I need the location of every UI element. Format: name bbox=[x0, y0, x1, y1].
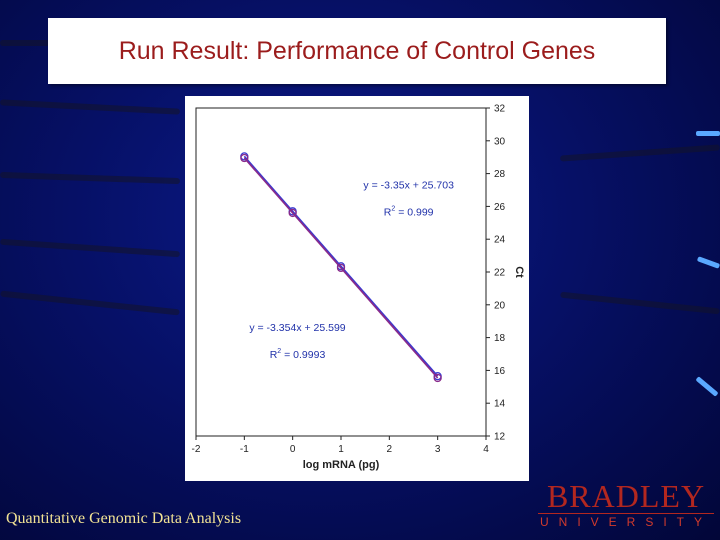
background-stripe bbox=[559, 144, 720, 162]
y-tick-label: 20 bbox=[494, 300, 506, 311]
data-point-2 bbox=[433, 373, 442, 383]
x-tick-label: -1 bbox=[240, 444, 249, 455]
y-axis-label: Ct bbox=[513, 266, 525, 278]
background-stripe bbox=[0, 290, 180, 316]
x-tick-label: 0 bbox=[290, 444, 296, 455]
fit-line-2 bbox=[243, 157, 439, 379]
footer-course-title: Quantitative Genomic Data Analysis bbox=[6, 510, 242, 527]
r-squared-1: R2 = 0.999 bbox=[384, 205, 434, 218]
r-exponent: 2 bbox=[391, 205, 395, 212]
y-tick-label: 28 bbox=[494, 169, 506, 180]
background-stripe bbox=[0, 40, 60, 46]
university-logo: BRADLEY UNIVERSITY bbox=[538, 478, 714, 530]
r-squared-2: R2 = 0.9993 bbox=[270, 348, 326, 361]
fit-equation-1: y = -3.35x + 25.703 bbox=[363, 179, 454, 191]
y-tick-label: 18 bbox=[494, 333, 506, 344]
y-tick-label: 26 bbox=[494, 202, 506, 213]
background-stripe bbox=[0, 238, 180, 258]
x-tick-label: -2 bbox=[192, 444, 201, 455]
background-stripe bbox=[0, 171, 181, 185]
slide-title: Run Result: Performance of Control Genes bbox=[118, 36, 596, 65]
data-point-2 bbox=[288, 208, 297, 218]
logo-rule bbox=[538, 513, 714, 514]
y-tick-label: 14 bbox=[494, 399, 506, 410]
x-tick-label: 4 bbox=[483, 444, 489, 455]
data-point-2 bbox=[240, 153, 249, 163]
data-point-2 bbox=[336, 263, 346, 273]
fit-equation-2: y = -3.354x + 25.599 bbox=[249, 322, 345, 334]
y-tick-label: 30 bbox=[494, 136, 506, 147]
y-tick-label: 22 bbox=[494, 268, 506, 279]
y-tick-label: 24 bbox=[494, 235, 506, 246]
decorative-dash bbox=[696, 256, 720, 269]
decorative-dash bbox=[696, 131, 720, 136]
y-tick-label: 16 bbox=[494, 366, 506, 377]
y-tick-label: 32 bbox=[494, 104, 506, 115]
r-label: R bbox=[384, 206, 392, 218]
x-axis-label: log mRNA (pg) bbox=[303, 459, 380, 471]
r-value: = 0.999 bbox=[395, 206, 433, 218]
decorative-dash bbox=[695, 376, 719, 397]
y-tick-label: 12 bbox=[494, 432, 506, 443]
slide-title-box: Run Result: Performance of Control Genes bbox=[48, 18, 666, 84]
x-tick-label: 1 bbox=[338, 444, 344, 455]
x-tick-label: 2 bbox=[387, 444, 393, 455]
background-stripe bbox=[560, 291, 720, 315]
background-stripe bbox=[0, 99, 181, 115]
logo-subtitle: UNIVERSITY bbox=[539, 515, 712, 529]
chart-panel: -2 -1 0 1 2 3 4 12 14 16 18 20 22 24 26 28 30 32 log mRNA … bbox=[185, 96, 529, 481]
r-label: R bbox=[270, 349, 278, 361]
fit-line-1 bbox=[243, 155, 439, 377]
logo-name: BRADLEY bbox=[546, 478, 706, 514]
r-exponent: 2 bbox=[277, 348, 281, 355]
x-tick-label: 3 bbox=[435, 444, 441, 455]
r-value: = 0.9993 bbox=[281, 349, 325, 361]
